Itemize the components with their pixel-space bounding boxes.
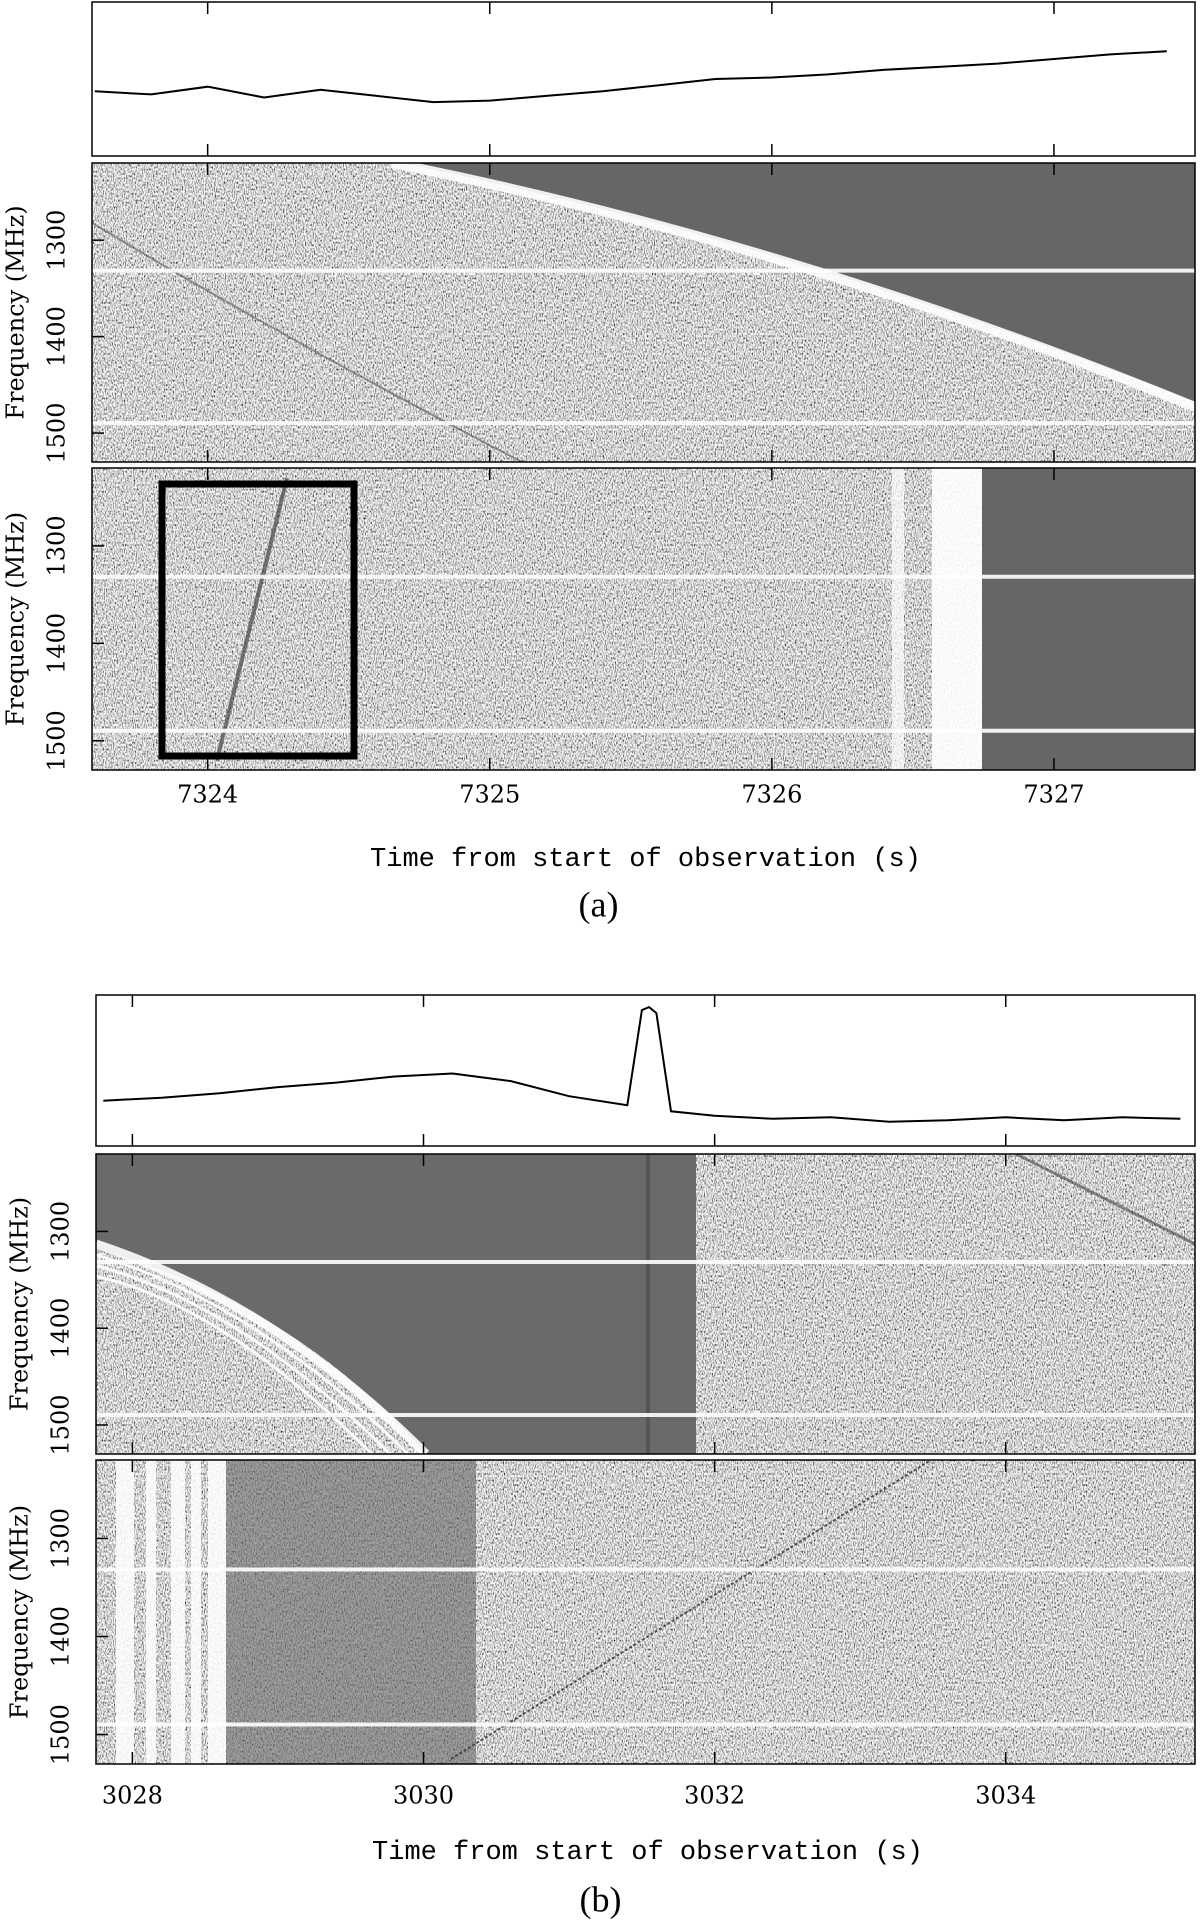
y-tick-label: 1500 bbox=[43, 403, 71, 464]
dark-region bbox=[96, 1154, 696, 1454]
white-band bbox=[146, 1460, 156, 1764]
profile-line bbox=[103, 1005, 1181, 1123]
y-axis-label: Frequency (MHz) bbox=[2, 205, 30, 419]
rfi-line bbox=[96, 1260, 1195, 1264]
rfi-line bbox=[92, 728, 1195, 733]
pulse-track bbox=[450, 1460, 932, 1760]
frame bbox=[95, 1459, 1196, 1765]
pulse-line bbox=[646, 1154, 650, 1454]
y-axis-label: Frequency (MHz) bbox=[6, 1197, 34, 1411]
dark-region bbox=[226, 1460, 476, 1764]
x-axis-label: Time from start of observation (s) bbox=[372, 1838, 923, 1868]
white-band bbox=[171, 1460, 185, 1764]
sweep bbox=[1015, 1154, 1195, 1246]
y-axis-label: Frequency (MHz) bbox=[2, 512, 30, 726]
y-tick-label: 1300 bbox=[43, 515, 71, 576]
x-tick-label: 7324 bbox=[177, 781, 238, 809]
x-tick-label: 3028 bbox=[102, 1782, 163, 1810]
x-axis-label: Time from start of observation (s) bbox=[370, 845, 921, 875]
x-tick-label: 7327 bbox=[1023, 781, 1084, 809]
frame bbox=[95, 994, 1196, 1147]
y-tick-label: 1500 bbox=[47, 1704, 75, 1765]
frame bbox=[91, 467, 1196, 771]
spectrum bbox=[96, 1460, 1195, 1764]
y-tick-label: 1400 bbox=[47, 1606, 75, 1667]
y-axis-label: Frequency (MHz) bbox=[6, 1505, 34, 1719]
profile-line bbox=[94, 50, 1167, 104]
y-tick-label: 1400 bbox=[43, 613, 71, 674]
y-tick-label: 1300 bbox=[43, 210, 71, 271]
y-tick-label: 1500 bbox=[43, 710, 71, 771]
white-band bbox=[116, 1460, 134, 1764]
frame bbox=[91, 162, 1196, 463]
y-tick-label: 1400 bbox=[43, 306, 71, 367]
y-tick-label: 1300 bbox=[47, 1508, 75, 1569]
spectrum bbox=[92, 468, 1195, 770]
x-tick-label: 3034 bbox=[975, 1782, 1036, 1810]
sweep bbox=[92, 222, 523, 462]
x-tick-label: 7325 bbox=[459, 781, 520, 809]
spectrum bbox=[92, 163, 1195, 462]
y-tick-label: 1400 bbox=[47, 1298, 75, 1359]
frame bbox=[91, 1, 1196, 157]
caption: (a) bbox=[579, 884, 619, 924]
frame bbox=[95, 1153, 1196, 1455]
dark-region bbox=[402, 163, 1195, 402]
x-tick-label: 3030 bbox=[393, 1782, 454, 1810]
rfi-line bbox=[92, 421, 1195, 426]
sweep bbox=[391, 163, 1195, 412]
spectrum bbox=[96, 1154, 1195, 1454]
white-band bbox=[892, 468, 904, 770]
y-tick-label: 1500 bbox=[47, 1394, 75, 1455]
x-tick-label: 3032 bbox=[684, 1782, 745, 1810]
white-band bbox=[191, 1460, 201, 1764]
caption: (b) bbox=[580, 1879, 622, 1919]
white-band bbox=[932, 468, 984, 770]
rfi-line bbox=[92, 574, 1195, 579]
y-tick-label: 1300 bbox=[47, 1201, 75, 1262]
dark-region bbox=[982, 468, 1195, 770]
highlight-box bbox=[158, 480, 358, 760]
rfi-line bbox=[96, 1413, 1195, 1417]
rfi-line bbox=[96, 1722, 1195, 1727]
rfi-line bbox=[96, 1567, 1195, 1572]
rfi-line bbox=[92, 268, 1195, 273]
white-band bbox=[208, 1460, 226, 1764]
x-tick-label: 7326 bbox=[741, 781, 802, 809]
